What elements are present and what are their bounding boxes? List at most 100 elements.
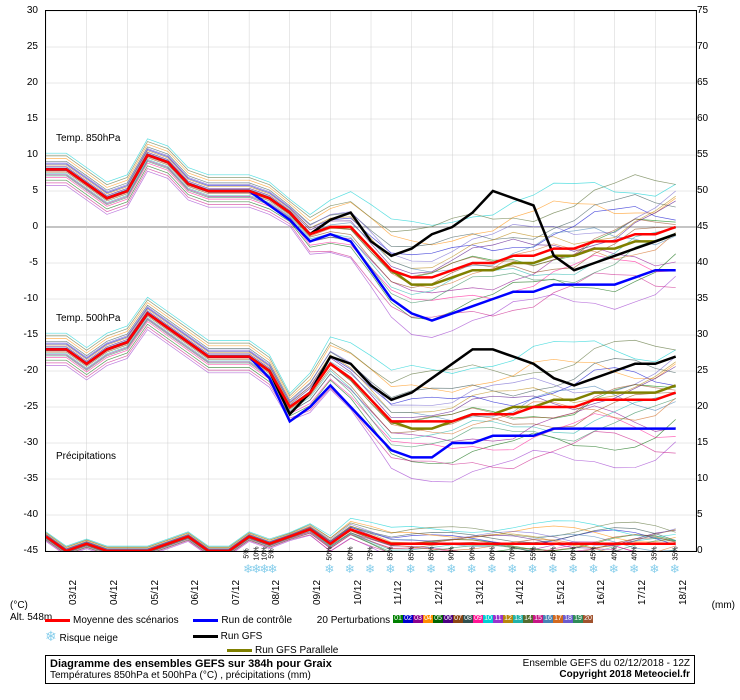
y-right-tick: 70 [697, 41, 727, 52]
y-right-tick: 10 [697, 473, 727, 484]
section-label-precip: Précipitations [56, 451, 116, 462]
y-right-tick: 65 [697, 77, 727, 88]
perturbation-swatch: 13 [513, 615, 523, 623]
legend-pert-label: 20 Perturbations [317, 615, 390, 626]
y-left-tick: 30 [3, 5, 38, 16]
footer-box: Diagramme des ensembles GEFS sur 384h po… [45, 655, 695, 684]
legend-pert: 20 Perturbations 01020304050607080910111… [317, 615, 593, 626]
y-left-tick: 10 [3, 149, 38, 160]
x-tick: 15/12 [556, 580, 567, 605]
y-left-tick: 0 [3, 221, 38, 232]
x-tick: 04/12 [109, 580, 120, 605]
x-tick: 18/12 [678, 580, 689, 605]
perturbation-swatch: 08 [463, 615, 473, 623]
x-tick: 06/12 [190, 580, 201, 605]
snow-marker: ❄ [467, 562, 477, 576]
x-tick: 08/12 [271, 580, 282, 605]
legend-snow-label: Risque neige [60, 633, 118, 644]
y-right-tick: 55 [697, 149, 727, 160]
snow-marker: ❄ [568, 562, 578, 576]
y-left-tick: -30 [3, 437, 38, 448]
perturbation-swatch: 14 [523, 615, 533, 623]
y-left-tick: -25 [3, 401, 38, 412]
perturbation-swatch: 19 [573, 615, 583, 623]
snow-marker: ❄ [649, 562, 659, 576]
y-right-tick: 20 [697, 401, 727, 412]
snow-percent: 10% [254, 546, 261, 560]
y-left-tick: -45 [3, 545, 38, 556]
y-right-tick: 5 [697, 509, 727, 520]
perturbation-swatch: 03 [413, 615, 423, 623]
snow-percent: 80% [489, 546, 496, 560]
x-tick: 11/12 [393, 581, 404, 605]
y-right-tick: 50 [697, 185, 727, 196]
x-tick: 10/12 [353, 580, 364, 605]
snow-percent: 5% [268, 548, 275, 558]
snow-marker: ❄ [365, 562, 375, 576]
section-label-850: Temp. 850hPa [56, 133, 121, 144]
snow-percent: 90% [449, 546, 456, 560]
snow-marker: ❄ [670, 562, 680, 576]
footer-copyright: Copyright 2018 Meteociel.fr [523, 669, 690, 680]
y-right-tick: 45 [697, 221, 727, 232]
y-left-unit: (°C) [10, 600, 28, 611]
y-right-tick: 15 [697, 437, 727, 448]
snow-percent: 90% [469, 546, 476, 560]
snow-percent: 85% [408, 546, 415, 560]
snow-marker: ❄ [507, 562, 517, 576]
snow-percent: 40% [611, 546, 618, 560]
perturbation-swatch: 01 [393, 615, 403, 623]
legend-control: Run de contrôle [193, 615, 292, 626]
y-right-tick: 25 [697, 365, 727, 376]
perturbation-swatch: 16 [543, 615, 553, 623]
y-left-tick: -40 [3, 509, 38, 520]
snow-percent: 55% [530, 546, 537, 560]
y-left-tick: 25 [3, 41, 38, 52]
snow-percent: 70% [510, 546, 517, 560]
snow-percent: 75% [368, 546, 375, 560]
perturbation-swatch: 10 [483, 615, 493, 623]
x-axis: 03/1204/1205/1206/1207/1208/1209/1210/12… [45, 580, 695, 605]
perturbation-swatch: 15 [533, 615, 543, 623]
perturbation-swatch: 05 [433, 615, 443, 623]
x-tick: 16/12 [596, 580, 607, 605]
snow-marker: ❄ [268, 562, 278, 576]
chart-container: -45-40-35-30-25-20-15-10-5051015202530 0… [0, 0, 740, 700]
snow-marker: ❄ [629, 562, 639, 576]
perturbation-swatch: 11 [493, 615, 503, 623]
perturbation-swatches: 0102030405060708091011121314151617181920 [393, 615, 593, 626]
plot-svg [46, 11, 696, 551]
y-right-unit: (mm) [712, 600, 735, 611]
snow-marker: ❄ [609, 562, 619, 576]
legend-mean: Moyenne des scénarios [45, 615, 179, 626]
perturbation-swatch: 09 [473, 615, 483, 623]
x-tick: 03/12 [68, 580, 79, 605]
footer-source: Ensemble GEFS du 02/12/2018 - 12Z [523, 658, 690, 669]
perturbation-swatch: 17 [553, 615, 563, 623]
y-left-tick: 15 [3, 113, 38, 124]
x-tick: 17/12 [637, 580, 648, 605]
snow-marker: ❄ [406, 562, 416, 576]
snow-percent: 60% [571, 546, 578, 560]
snow-percent: 35% [652, 546, 659, 560]
legend-gfs: Run GFS [193, 631, 263, 642]
y-right-tick: 35 [697, 293, 727, 304]
x-tick: 13/12 [475, 580, 486, 605]
y-right-tick: 60 [697, 113, 727, 124]
snow-marker: ❄ [588, 562, 598, 576]
legend-control-label: Run de contrôle [221, 615, 292, 626]
perturbation-swatch: 18 [563, 615, 573, 623]
y-left-tick: -35 [3, 473, 38, 484]
snowflake-icon: ❄ [45, 628, 57, 645]
perturbation-swatch: 20 [583, 615, 593, 623]
snow-percent: 40% [632, 546, 639, 560]
y-right-tick: 0 [697, 545, 727, 556]
y-left-tick: -20 [3, 365, 38, 376]
y-right-tick: 75 [697, 5, 727, 16]
snow-percent: 45% [550, 546, 557, 560]
snow-marker: ❄ [385, 562, 395, 576]
y-left-tick: 20 [3, 77, 38, 88]
perturbation-swatch: 02 [403, 615, 413, 623]
x-tick: 07/12 [231, 580, 242, 605]
perturbation-swatch: 12 [503, 615, 513, 623]
